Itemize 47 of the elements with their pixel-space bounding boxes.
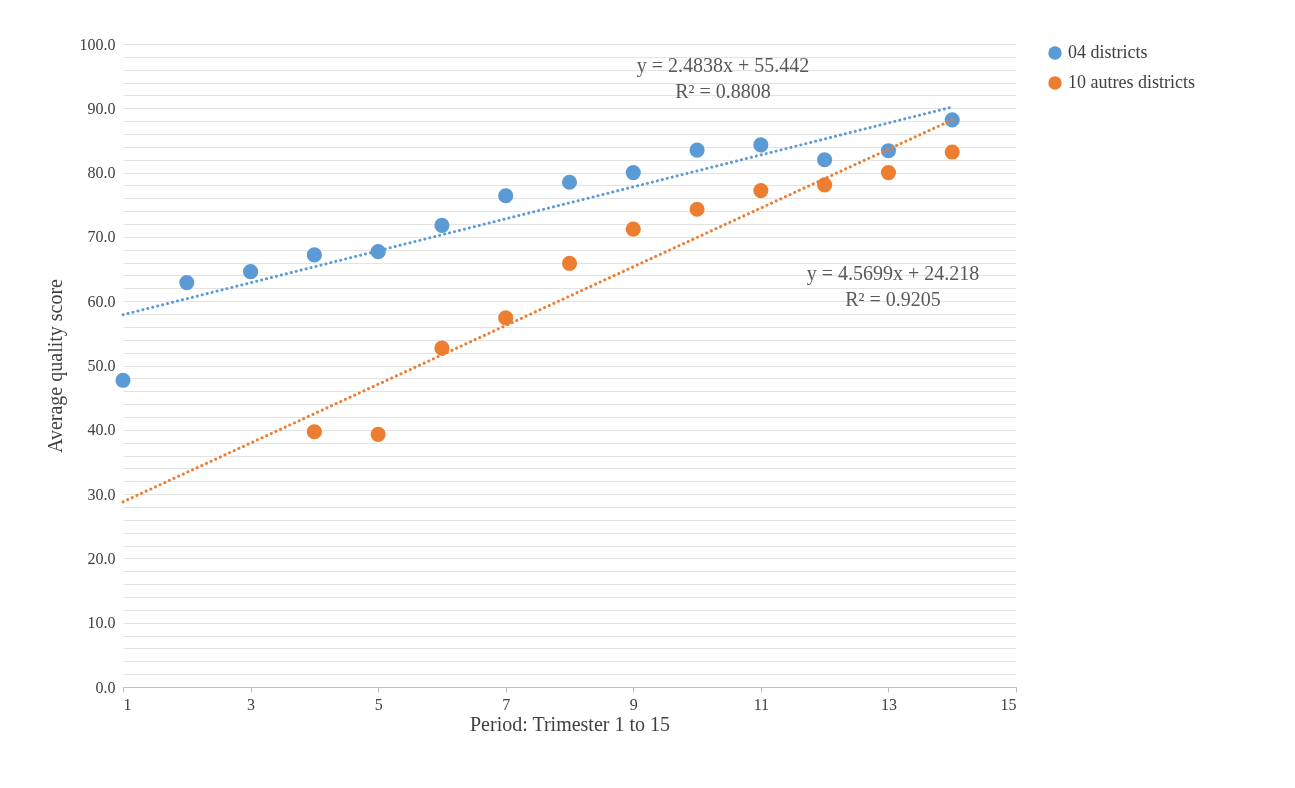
x-tick-label: 5 <box>374 695 383 713</box>
y-tick-label: 10.0 <box>87 614 116 632</box>
y-tick-label: 0.0 <box>95 678 116 696</box>
x-tick-label: 15 <box>1000 695 1017 713</box>
point <box>561 174 578 190</box>
point <box>753 183 769 199</box>
y-tick-label: 50.0 <box>87 357 116 374</box>
x-tick-label: 11 <box>753 695 770 713</box>
point <box>434 217 450 233</box>
point <box>817 177 833 193</box>
y-tick-label: 90.0 <box>87 99 116 117</box>
x-tick-label: 9 <box>629 695 638 713</box>
x-axis-title: Period: Trimester 1 to 15 <box>469 712 671 735</box>
point <box>179 274 195 291</box>
x-tick-label: 13 <box>880 695 897 713</box>
point <box>625 221 641 237</box>
point <box>306 424 322 440</box>
point <box>242 264 259 280</box>
point <box>498 188 514 204</box>
y-tick-label: 60.0 <box>87 292 116 310</box>
point <box>689 142 705 158</box>
point <box>817 152 833 168</box>
point <box>370 426 386 442</box>
y-tick-label: 40.0 <box>87 421 116 439</box>
y-tick-label: 100.0 <box>79 35 116 53</box>
y-tick-label: 70.0 <box>87 228 116 246</box>
point <box>306 247 322 263</box>
point <box>115 372 131 388</box>
y-axis-title: Average quality score <box>43 278 67 453</box>
annotation: y = 4.5699x + 24.218 R² = 0.9205 <box>806 262 980 310</box>
point <box>625 165 641 181</box>
x-tick-label: 3 <box>247 695 256 713</box>
point <box>498 310 514 326</box>
point <box>880 165 897 181</box>
y-tick-label: 30.0 <box>87 485 116 503</box>
x-tick-label: 7 <box>502 695 511 713</box>
point <box>944 144 960 160</box>
point <box>689 201 705 217</box>
y-tick-label: 80.0 <box>87 164 116 182</box>
point <box>753 137 769 153</box>
x-tick-label: 1 <box>123 695 132 713</box>
point <box>561 255 578 271</box>
y-tick-label: 20.0 <box>87 549 116 567</box>
point <box>434 340 450 356</box>
legend-label: 04 districts <box>1068 42 1148 62</box>
annotation: y = 2.4838x + 55.442 R² = 0.8808 <box>636 54 810 102</box>
legend-label: 10 autres districts <box>1068 72 1195 92</box>
